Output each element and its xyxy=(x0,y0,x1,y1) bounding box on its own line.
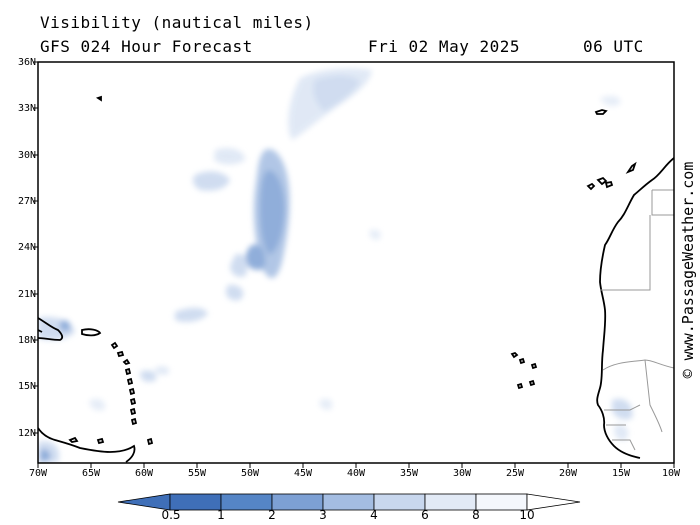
lat-label-27n: 27N xyxy=(17,196,36,207)
colorbar-label: 10 xyxy=(519,508,535,522)
colorbar-arrow-right xyxy=(526,493,581,511)
lon-label-55w: 55W xyxy=(187,468,207,479)
lat-label-36n: 36N xyxy=(17,57,36,68)
colorbar-segment xyxy=(322,493,375,511)
colorbar-label: 0.5 xyxy=(161,508,181,522)
country-borders xyxy=(600,189,674,451)
colorbar-label: 6 xyxy=(421,508,429,522)
site-credit: © www.PassageWeather.com xyxy=(679,161,697,379)
lon-label-65w: 65W xyxy=(81,468,101,479)
forecast-subtitle: GFS 024 Hour Forecast xyxy=(40,37,253,56)
lat-label-18n: 18N xyxy=(17,335,36,346)
forecast-time: 06 UTC xyxy=(583,37,644,56)
lat-label-24n: 24N xyxy=(17,242,36,253)
lon-label-15w: 15W xyxy=(611,468,631,479)
map-title: Visibility (nautical miles) xyxy=(40,13,314,32)
colorbar xyxy=(117,493,581,511)
colorbar-label: 3 xyxy=(319,508,327,522)
lon-label-10w: 10W xyxy=(661,468,681,479)
lat-label-21n: 21N xyxy=(17,289,36,300)
colorbar-segment xyxy=(373,493,426,511)
lon-label-20w: 20W xyxy=(558,468,578,479)
colorbar-label: 8 xyxy=(472,508,480,522)
lat-label-15n: 15N xyxy=(17,381,36,392)
lon-label-45w: 45W xyxy=(293,468,313,479)
lon-label-70w: 70W xyxy=(28,468,48,479)
colorbar-segment xyxy=(271,493,324,511)
lat-label-30n: 30N xyxy=(17,150,36,161)
lon-label-25w: 25W xyxy=(505,468,525,479)
forecast-date: Fri 02 May 2025 xyxy=(368,37,520,56)
lat-label-33n: 33N xyxy=(17,103,36,114)
coastlines xyxy=(38,95,674,463)
colorbar-segment xyxy=(424,493,477,511)
colorbar-label: 1 xyxy=(217,508,225,522)
visibility-shading xyxy=(38,68,633,463)
lon-label-60w: 60W xyxy=(134,468,154,479)
colorbar-label: 4 xyxy=(370,508,378,522)
lon-label-35w: 35W xyxy=(399,468,419,479)
lon-label-40w: 40W xyxy=(346,468,366,479)
axis-ticks xyxy=(33,61,675,468)
lat-label-12n: 12N xyxy=(17,428,36,439)
lon-label-30w: 30W xyxy=(452,468,472,479)
lon-label-50w: 50W xyxy=(240,468,260,479)
colorbar-label: 2 xyxy=(268,508,276,522)
colorbar-segment xyxy=(220,493,273,511)
